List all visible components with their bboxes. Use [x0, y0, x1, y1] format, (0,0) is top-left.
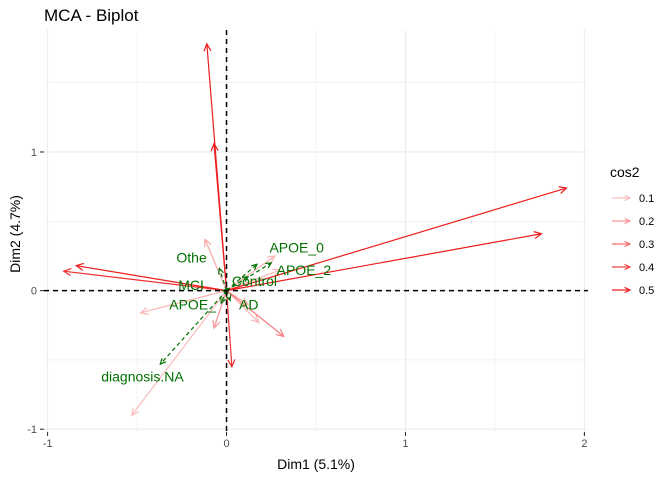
- supplementary-arrow-head: [159, 358, 167, 366]
- supplementary-label: diagnosis.NA: [101, 369, 184, 385]
- legend: cos2 0.1 0.2 0.3 0.4 0.5: [610, 164, 654, 297]
- legend-entry-label: 0.3: [639, 239, 654, 251]
- variable-arrow-line: [204, 239, 228, 291]
- variable-arrow-head: [203, 42, 212, 52]
- variable-arrow: [130, 290, 228, 417]
- variable-arrow-head: [272, 268, 282, 277]
- variable-arrow-layer: [62, 42, 568, 417]
- variable-arrow-head: [558, 186, 568, 194]
- x-tick-label: 0: [223, 438, 229, 450]
- variable-arrow: [226, 231, 543, 292]
- supplementary-arrow-head: [225, 294, 232, 302]
- legend-entry-label: 0.1: [639, 193, 654, 205]
- supplementary-label: APOE_2: [277, 262, 332, 278]
- legend-entry: 0.4: [612, 262, 654, 274]
- legend-key-head: [624, 240, 632, 248]
- variable-arrow: [226, 290, 285, 338]
- variable-arrow-head: [74, 262, 85, 271]
- variable-arrow-head: [275, 328, 285, 338]
- legend-key-head: [624, 263, 632, 271]
- variable-arrow: [62, 268, 227, 292]
- supplementary-label: Control: [232, 273, 277, 289]
- legend-key-head: [624, 217, 632, 225]
- supplementary-arrow: AD: [225, 290, 259, 312]
- variable-arrow-line: [225, 290, 233, 367]
- legend-entry-label: 0.5: [639, 285, 654, 297]
- variable-arrow-head: [212, 320, 221, 330]
- variable-arrow: [210, 142, 228, 291]
- variable-arrow-line: [76, 265, 227, 292]
- supplementary-arrow: APOE_0: [226, 240, 324, 292]
- variable-arrow-head: [210, 142, 219, 152]
- legend-title: cos2: [610, 164, 640, 180]
- legend-entry: 0.5: [612, 285, 654, 297]
- variable-arrow-line: [226, 290, 285, 337]
- supplementary-arrow-head: [250, 263, 258, 271]
- variable-arrow: [226, 290, 260, 324]
- variable-arrow-line: [131, 290, 228, 416]
- supplementary-label: Othe: [176, 249, 207, 265]
- supplementary-arrow-line: [220, 290, 228, 304]
- x-tick-label: 2: [581, 438, 587, 450]
- supplementary-arrow-head: [220, 297, 227, 305]
- x-tick-label: 1: [402, 438, 408, 450]
- variable-arrow-line: [213, 143, 228, 291]
- x-tick-label: -1: [43, 438, 53, 450]
- supplementary-arrow: Othe: [176, 249, 228, 291]
- variable-arrow: [226, 186, 568, 292]
- supplementary-label: MCI: [178, 277, 204, 293]
- variable-arrow: [204, 238, 228, 291]
- variable-arrow-line: [226, 290, 260, 323]
- variable-arrow-head: [139, 307, 149, 315]
- variable-arrow-head: [533, 231, 543, 239]
- legend-entry: 0.1: [612, 193, 654, 205]
- legend-key-head: [624, 194, 632, 202]
- supplementary-arrow-head: [265, 262, 273, 269]
- supplementary-arrow: diagnosis.NA: [101, 290, 227, 385]
- supplementary-arrow: APOE_: [169, 290, 228, 312]
- supplementary-arrow-line: [159, 290, 227, 365]
- supplementary-arrow-line: [226, 276, 249, 292]
- variable-arrow-head: [250, 314, 260, 324]
- legend-entry: 0.2: [612, 216, 654, 228]
- y-tick-label: 1: [31, 147, 37, 159]
- supplementary-label: AD: [239, 296, 258, 312]
- axis-layer: -1 0 1 2 -1 0 1: [27, 147, 587, 450]
- legend-entry: 0.3: [612, 239, 654, 251]
- supplementary-label: APOE_: [169, 296, 216, 312]
- supplementary-arrow-head: [217, 267, 224, 275]
- chart-title: MCA - Biplot: [44, 6, 139, 25]
- variable-arrow: [139, 290, 227, 315]
- variable-arrow-line: [226, 187, 567, 292]
- y-tick-label: 0: [31, 286, 37, 298]
- variable-arrow-line: [63, 270, 227, 292]
- y-axis-label: Dim2 (4.7%): [7, 195, 23, 273]
- x-axis-label: Dim1 (5.1%): [277, 456, 355, 472]
- variable-arrow-head: [62, 268, 72, 277]
- reference-lines-layer: [44, 30, 588, 432]
- legend-entry-label: 0.4: [639, 262, 654, 274]
- variable-arrow-head: [130, 407, 140, 417]
- supplementary-arrow-line: [218, 268, 228, 291]
- legend-entry-label: 0.2: [639, 216, 654, 228]
- legend-key-head: [624, 286, 632, 294]
- variable-arrow-head: [227, 359, 236, 369]
- y-tick-label: -1: [27, 424, 37, 436]
- variable-arrow-line: [213, 290, 228, 329]
- variable-arrow: [74, 262, 227, 292]
- variable-arrow: [225, 290, 236, 369]
- supplementary-arrow: Control: [226, 273, 277, 292]
- variable-arrow-line: [140, 290, 227, 314]
- variable-arrow-line: [226, 269, 281, 292]
- supplementary-arrow-head: [241, 275, 250, 283]
- supplementary-label: APOE_0: [269, 240, 324, 256]
- variable-arrow: [226, 268, 282, 292]
- variable-arrow-line: [226, 233, 542, 292]
- variable-arrow-head: [266, 255, 276, 264]
- variable-arrow: [212, 290, 228, 330]
- variable-arrow-head: [204, 238, 212, 248]
